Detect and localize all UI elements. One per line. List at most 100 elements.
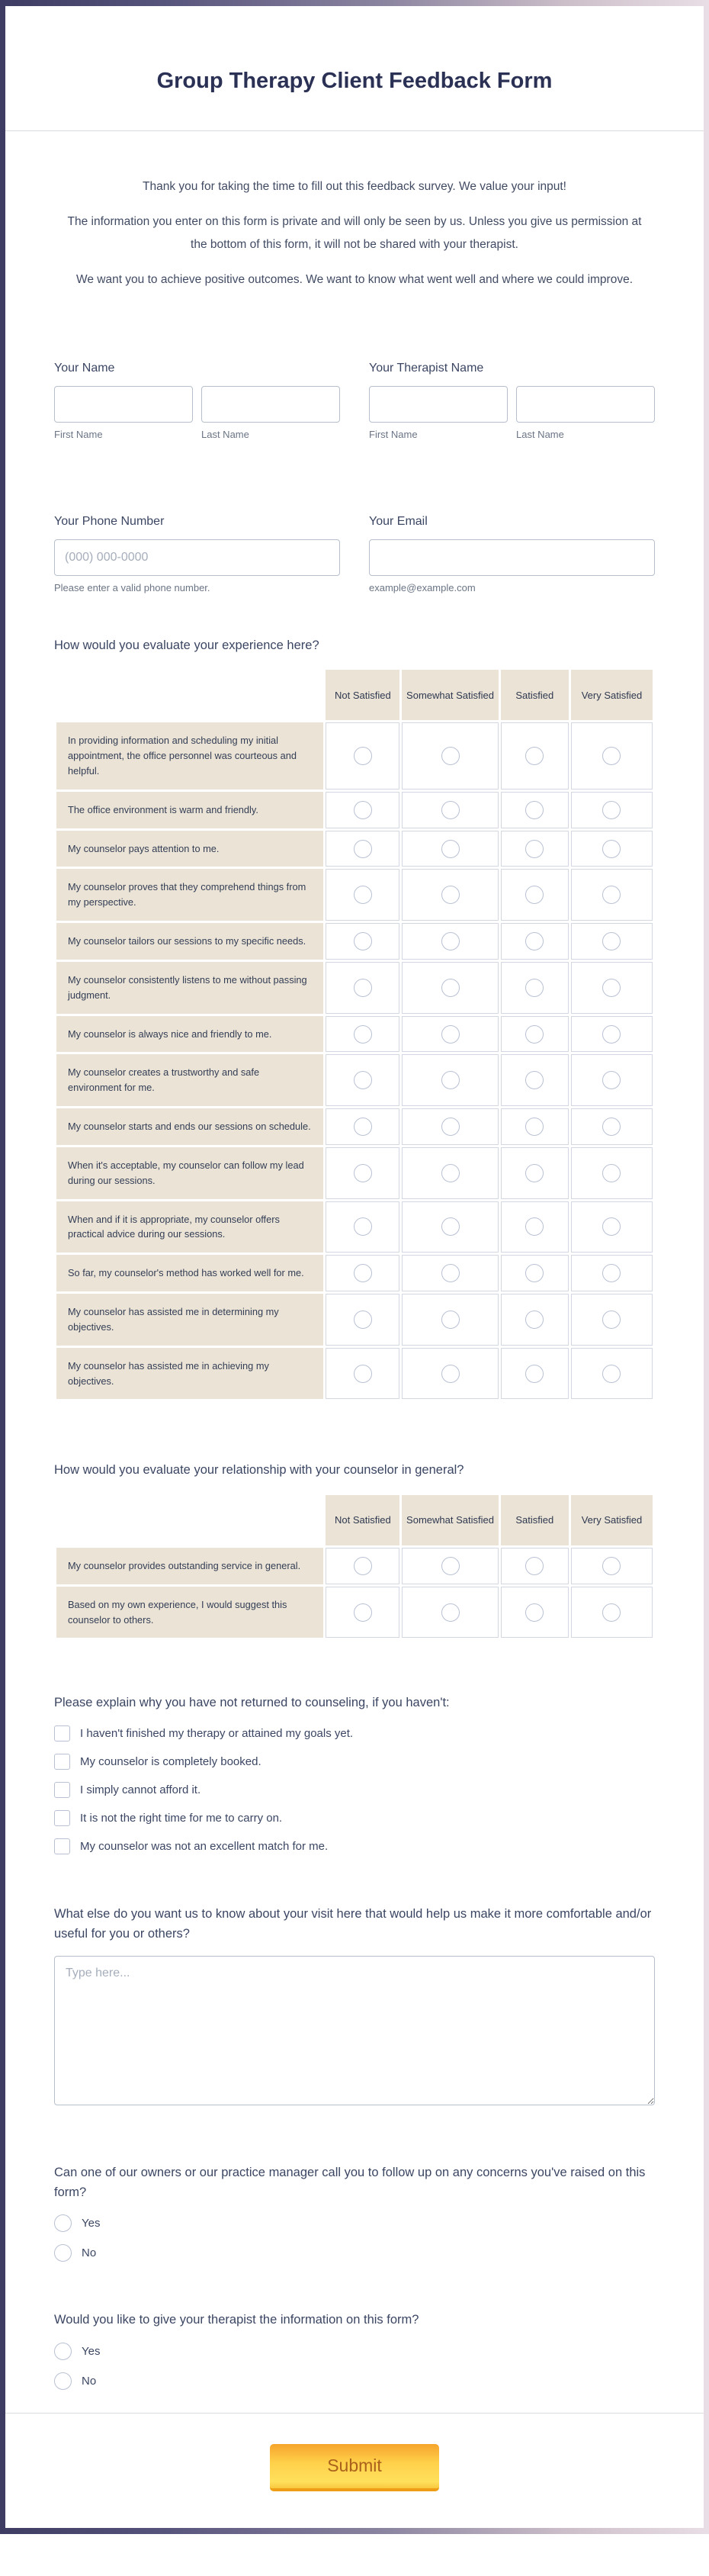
rating-radio[interactable]	[353, 1071, 372, 1090]
form-title: Group Therapy Client Feedback Form	[156, 69, 553, 93]
rating-radio[interactable]	[353, 1310, 372, 1329]
your-name-field: Your Name First Name Last Name	[54, 362, 340, 440]
rating-radio[interactable]	[353, 1217, 372, 1237]
email-input[interactable]	[369, 539, 655, 576]
row-label: When it's acceptable, my counselor can f…	[56, 1146, 324, 1199]
intro-text: Thank you for taking the time to fill ou…	[54, 175, 655, 291]
rating-radio[interactable]	[602, 1310, 621, 1329]
table-row: My counselor pays attention to me.	[56, 830, 653, 867]
rating-radio[interactable]	[353, 1163, 372, 1182]
name-fields-row: Your Name First Name Last Name Your Ther	[54, 362, 655, 440]
last-name-input[interactable]	[201, 385, 340, 423]
reason-checkbox[interactable]	[54, 1838, 70, 1854]
rating-radio[interactable]	[602, 1071, 621, 1090]
rating-radio[interactable]	[602, 1217, 621, 1237]
radio-option: No	[54, 2372, 655, 2390]
rating-radio[interactable]	[441, 1071, 460, 1090]
rating-radio[interactable]	[525, 1071, 544, 1090]
rating-radio[interactable]	[353, 978, 372, 997]
rating-radio[interactable]	[353, 1117, 372, 1136]
row-label: So far, my counselor's method has worked…	[56, 1255, 324, 1292]
rating-radio[interactable]	[525, 747, 544, 766]
rating-radio[interactable]	[602, 839, 621, 858]
rating-radio[interactable]	[353, 1603, 372, 1622]
rating-radio[interactable]	[441, 932, 460, 951]
reason-checkbox[interactable]	[54, 1781, 70, 1798]
rating-radio[interactable]	[602, 1603, 621, 1622]
rating-radio[interactable]	[525, 1556, 544, 1575]
rating-radio[interactable]	[441, 1117, 460, 1136]
rating-radio[interactable]	[525, 1603, 544, 1622]
reason-checkbox[interactable]	[54, 1809, 70, 1826]
rating-column-header: Very Satisfied	[570, 670, 653, 721]
rating-radio[interactable]	[353, 800, 372, 819]
rating-radio[interactable]	[441, 1163, 460, 1182]
follow-up-yes-radio[interactable]	[54, 2214, 72, 2233]
row-label: When and if it is appropriate, my counse…	[56, 1201, 324, 1253]
phone-input[interactable]	[54, 539, 340, 576]
rating-radio[interactable]	[353, 932, 372, 951]
follow-up-no-radio[interactable]	[54, 2244, 72, 2262]
rating-radio[interactable]	[525, 1163, 544, 1182]
submit-button[interactable]: Submit	[270, 2443, 439, 2491]
rating-radio[interactable]	[441, 839, 460, 858]
rating-radio[interactable]	[602, 886, 621, 905]
rating-radio[interactable]	[441, 1264, 460, 1283]
rating-radio[interactable]	[441, 1364, 460, 1383]
rating-radio[interactable]	[441, 1603, 460, 1622]
rating-radio[interactable]	[525, 1024, 544, 1044]
share-section: Would you like to give your therapist th…	[54, 2311, 655, 2390]
row-label: My counselor proves that they comprehend…	[56, 869, 324, 921]
rating-radio[interactable]	[525, 1117, 544, 1136]
rating-radio[interactable]	[441, 1024, 460, 1044]
follow-up-section: Can one of our owners or our practice ma…	[54, 2163, 655, 2262]
rating-radio[interactable]	[525, 800, 544, 819]
rating-radio[interactable]	[441, 978, 460, 997]
rating-radio[interactable]	[441, 886, 460, 905]
rating-radio[interactable]	[525, 978, 544, 997]
rating-radio[interactable]	[441, 1310, 460, 1329]
rating-radio[interactable]	[602, 1364, 621, 1383]
rating-radio[interactable]	[353, 1364, 372, 1383]
rating-radio[interactable]	[602, 1556, 621, 1575]
rating-radio[interactable]	[602, 747, 621, 766]
reason-checkbox[interactable]	[54, 1753, 70, 1770]
rating-radio[interactable]	[353, 1264, 372, 1283]
rating-radio[interactable]	[525, 932, 544, 951]
therapist-last-name-input[interactable]	[516, 385, 655, 423]
rating-radio[interactable]	[602, 1264, 621, 1283]
rating-radio[interactable]	[525, 1264, 544, 1283]
relationship-question: How would you evaluate your relationship…	[54, 1463, 464, 1478]
rating-radio[interactable]	[441, 1217, 460, 1237]
radio-label: No	[82, 2374, 97, 2388]
rating-column-header: Not Satisfied	[326, 1494, 400, 1545]
rating-radio[interactable]	[602, 1163, 621, 1182]
therapist-first-name-input[interactable]	[369, 385, 508, 423]
rating-radio[interactable]	[353, 1024, 372, 1044]
rating-radio[interactable]	[602, 978, 621, 997]
rating-radio[interactable]	[602, 1024, 621, 1044]
rating-radio[interactable]	[353, 839, 372, 858]
share-yes-radio[interactable]	[54, 2342, 72, 2360]
rating-radio[interactable]	[602, 932, 621, 951]
share-no-radio[interactable]	[54, 2372, 72, 2390]
row-label: My counselor creates a trustworthy and s…	[56, 1054, 324, 1107]
rating-radio[interactable]	[353, 886, 372, 905]
comments-textarea[interactable]	[54, 1956, 655, 2106]
rating-radio[interactable]	[525, 1310, 544, 1329]
rating-radio[interactable]	[525, 1217, 544, 1237]
rating-radio[interactable]	[525, 839, 544, 858]
reason-checkbox[interactable]	[54, 1725, 70, 1741]
rating-radio[interactable]	[525, 1364, 544, 1383]
rating-radio[interactable]	[602, 800, 621, 819]
rating-radio[interactable]	[602, 1117, 621, 1136]
rating-radio[interactable]	[353, 747, 372, 766]
table-row: My counselor proves that they comprehend…	[56, 869, 653, 921]
rating-radio[interactable]	[441, 800, 460, 819]
table-row: The office environment is warm and frien…	[56, 791, 653, 828]
rating-radio[interactable]	[441, 747, 460, 766]
rating-radio[interactable]	[353, 1556, 372, 1575]
rating-radio[interactable]	[441, 1556, 460, 1575]
first-name-input[interactable]	[54, 385, 193, 423]
rating-radio[interactable]	[525, 886, 544, 905]
